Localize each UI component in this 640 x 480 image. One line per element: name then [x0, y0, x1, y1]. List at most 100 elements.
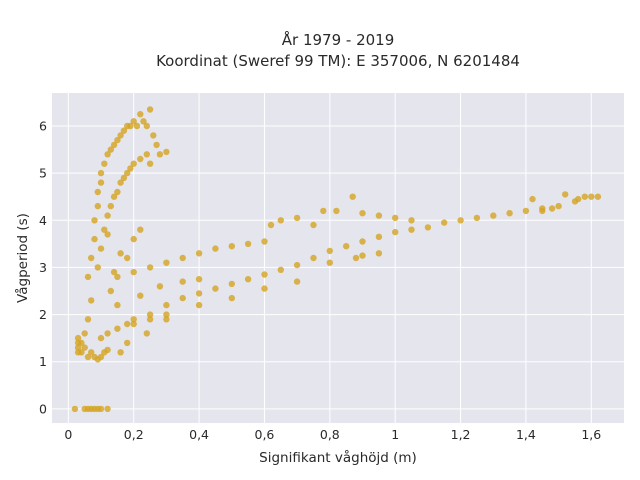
data-point	[261, 271, 268, 278]
x-tick-label: 0	[64, 427, 72, 442]
data-point	[97, 405, 105, 413]
data-point	[146, 264, 154, 271]
data-point	[74, 334, 82, 342]
data-point	[124, 320, 131, 328]
data-point	[261, 285, 268, 292]
data-point	[117, 132, 124, 139]
plot-area	[52, 93, 624, 423]
data-point	[78, 349, 85, 356]
y-tick-label: 6	[39, 119, 47, 134]
data-point	[88, 254, 95, 262]
y-tick-label: 4	[39, 213, 47, 228]
data-point	[81, 330, 88, 337]
y-tick-label: 5	[39, 166, 47, 181]
data-point	[359, 252, 366, 259]
data-point	[130, 160, 137, 167]
data-point	[163, 301, 170, 309]
x-tick-label: 0,8	[320, 427, 340, 442]
data-point	[320, 207, 327, 215]
data-point	[212, 245, 219, 252]
data-point	[359, 210, 366, 217]
data-point	[588, 193, 595, 200]
data-point	[326, 247, 333, 255]
data-point	[352, 254, 360, 262]
data-point	[195, 276, 203, 283]
data-point	[137, 155, 144, 163]
data-point	[104, 212, 111, 219]
data-point	[244, 276, 252, 283]
data-point	[150, 132, 157, 139]
data-point	[163, 311, 170, 318]
data-point	[310, 221, 317, 229]
data-point	[326, 259, 333, 266]
data-point	[179, 254, 186, 262]
data-point	[130, 316, 137, 323]
data-point	[146, 106, 154, 113]
data-point	[94, 264, 102, 271]
data-point	[107, 287, 115, 295]
data-point	[277, 217, 284, 224]
data-point	[110, 268, 118, 276]
data-point	[94, 188, 102, 196]
x-tick-label: 0,2	[124, 427, 144, 442]
data-point	[333, 207, 340, 215]
data-point	[529, 195, 536, 203]
data-point	[228, 243, 235, 250]
data-point	[408, 217, 415, 224]
data-point	[88, 349, 95, 356]
data-point	[97, 179, 105, 186]
data-point	[473, 214, 481, 222]
data-point	[84, 273, 92, 281]
data-point	[195, 250, 203, 257]
data-point	[143, 151, 150, 158]
data-point	[195, 290, 203, 297]
grid	[52, 93, 624, 423]
data-point	[562, 191, 569, 198]
data-point	[124, 339, 131, 347]
data-point	[114, 301, 121, 309]
data-point	[130, 268, 137, 276]
data-points	[71, 106, 602, 413]
data-point	[424, 224, 432, 231]
data-point	[548, 205, 556, 212]
data-point	[117, 250, 124, 257]
data-point	[392, 214, 399, 222]
data-point	[130, 118, 137, 125]
data-point	[140, 118, 147, 125]
data-point	[163, 148, 170, 156]
data-point	[84, 353, 92, 361]
y-ticks: 0 1 2 3 4 5 6	[39, 119, 47, 417]
data-point	[359, 238, 366, 245]
x-tick-label: 0,6	[255, 427, 275, 442]
y-tick-label: 1	[39, 354, 47, 369]
data-point	[375, 250, 383, 257]
data-point	[104, 346, 111, 354]
data-point	[156, 283, 164, 290]
data-point	[581, 193, 588, 200]
data-point	[156, 151, 164, 158]
data-point	[104, 405, 111, 413]
data-point	[228, 294, 235, 302]
data-point	[163, 259, 170, 266]
data-point	[293, 278, 301, 285]
data-point	[153, 141, 160, 149]
data-point	[110, 193, 118, 200]
data-point	[117, 179, 124, 186]
data-point	[375, 212, 383, 219]
data-point	[81, 344, 88, 351]
data-point	[506, 210, 513, 217]
data-point	[114, 136, 121, 144]
data-point	[146, 311, 154, 318]
data-point	[457, 217, 464, 224]
data-point	[343, 243, 350, 250]
data-point	[392, 228, 399, 236]
data-point	[107, 202, 115, 210]
data-point	[267, 221, 275, 229]
data-point	[441, 219, 448, 226]
data-point	[539, 207, 546, 215]
data-point	[137, 111, 144, 118]
data-point	[120, 127, 128, 134]
data-point	[97, 353, 105, 361]
data-point	[110, 141, 118, 149]
